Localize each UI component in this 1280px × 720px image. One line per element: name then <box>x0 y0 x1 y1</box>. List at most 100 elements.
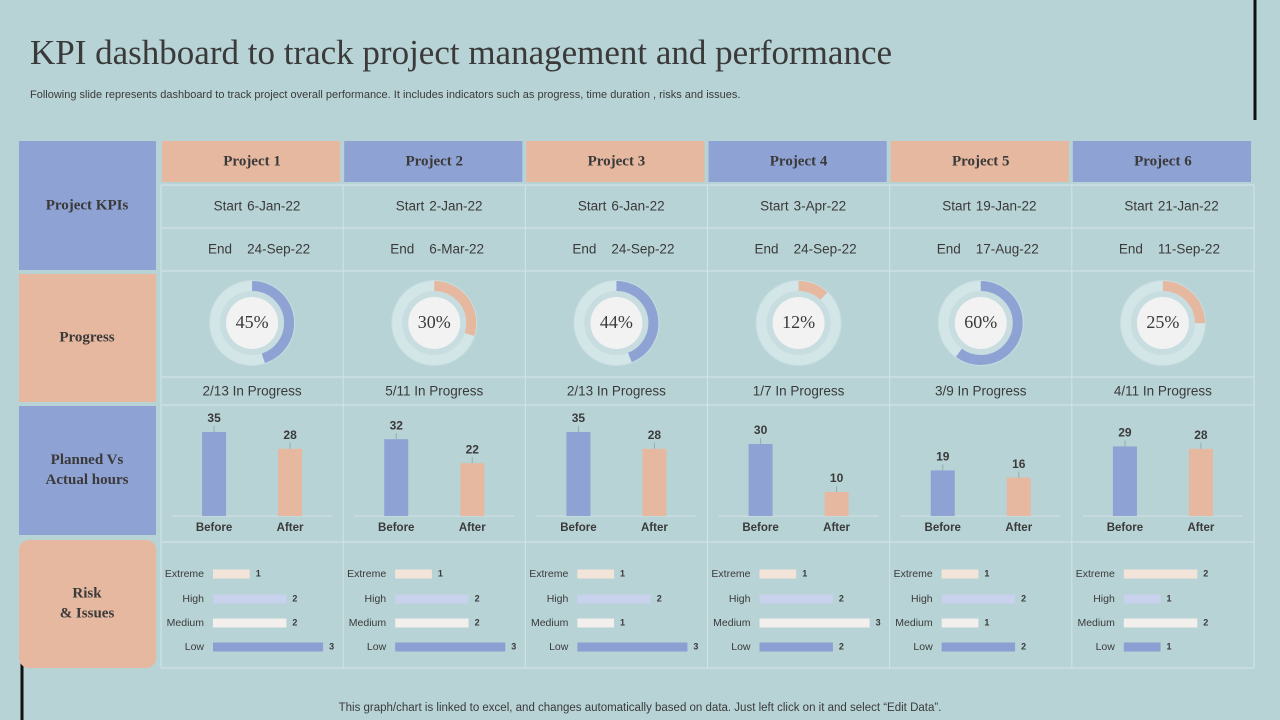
risk-value: 2 <box>292 617 297 627</box>
hours-value: 10 <box>830 471 844 485</box>
start-label: Start <box>760 199 789 214</box>
title: KPI dashboard to track project managemen… <box>30 33 892 72</box>
progress-label: 12% <box>782 312 815 332</box>
end-label: End <box>755 242 779 257</box>
hours-bar <box>566 432 591 516</box>
risk-value: 1 <box>802 568 807 578</box>
end-date: 17-Aug-22 <box>976 242 1039 257</box>
donut-arc <box>210 281 295 365</box>
hours-value: 30 <box>754 423 768 437</box>
risk-category: High <box>729 593 751 605</box>
hours-category: After <box>459 522 486 534</box>
end-label: End <box>937 242 961 257</box>
risk-bar <box>395 594 469 604</box>
risk-bar <box>213 642 324 652</box>
risk-category: High <box>911 593 933 605</box>
row-label: Actual hours <box>46 472 129 488</box>
project-header <box>162 141 341 182</box>
risk-bar <box>213 569 250 579</box>
row-label: Planned Vs <box>51 452 124 468</box>
row-label: Project KPIs <box>46 197 129 213</box>
risk-category: Extreme <box>1076 568 1115 580</box>
hours-bar <box>1112 446 1137 516</box>
risk-category: High <box>182 593 204 605</box>
risk-category: Extreme <box>894 568 933 580</box>
start-label: Start <box>396 199 425 214</box>
donut-center <box>408 297 461 349</box>
donut-center <box>226 297 279 349</box>
progress-status: 4/11 In Progress <box>1114 384 1212 399</box>
progress-label: 25% <box>1146 312 1179 332</box>
risk-category: High <box>365 593 387 605</box>
end-label: End <box>572 242 596 257</box>
hours-bar <box>460 463 485 516</box>
risk-bar <box>213 594 287 604</box>
progress-status: 2/13 In Progress <box>567 384 666 399</box>
end-date: 6-Mar-22 <box>429 242 484 257</box>
start-label: Start <box>578 199 607 214</box>
progress-status: 1/7 In Progress <box>753 384 845 399</box>
end-label: End <box>1119 242 1143 257</box>
risk-bar <box>577 569 615 579</box>
start-date: 6-Jan-22 <box>611 199 664 214</box>
progress-status: 3/9 In Progress <box>935 384 1027 399</box>
hours-category: Before <box>925 522 961 534</box>
donut-center <box>590 297 643 349</box>
risk-category: Medium <box>713 617 751 629</box>
risk-category: High <box>1093 593 1115 605</box>
risk-value: 1 <box>984 568 989 578</box>
risk-bar <box>395 569 432 579</box>
hours-category: Before <box>560 522 596 534</box>
hours-value: 19 <box>936 450 950 464</box>
row-label-box <box>19 540 156 668</box>
subtitle: Following slide represents dashboard to … <box>30 89 740 101</box>
risk-category: Medium <box>349 617 387 629</box>
hours-bar <box>642 448 667 516</box>
risk-bar <box>577 594 651 604</box>
risk-category: Extreme <box>165 568 204 580</box>
risk-bar <box>941 618 979 628</box>
risk-bar <box>395 642 506 652</box>
footer: This graph/chart is linked to excel, and… <box>339 702 942 714</box>
donut-center <box>1136 297 1189 349</box>
risk-bar <box>1123 618 1198 628</box>
end-date: 24-Sep-22 <box>794 242 857 257</box>
hours-bar <box>1006 477 1031 516</box>
risk-category: Low <box>549 641 569 653</box>
hours-value: 16 <box>1012 457 1026 471</box>
risk-value: 2 <box>1203 617 1208 627</box>
hours-bar <box>278 448 303 516</box>
risk-category: Low <box>185 641 205 653</box>
risk-value: 2 <box>475 617 480 627</box>
risk-bar <box>941 642 1016 652</box>
hours-category: After <box>1187 522 1214 534</box>
donut-arc <box>938 281 1023 365</box>
risk-category: Low <box>367 641 387 653</box>
hours-value: 28 <box>1194 428 1208 442</box>
hours-category: After <box>277 522 304 534</box>
hours-value: 29 <box>1118 426 1132 440</box>
risk-value: 2 <box>839 641 844 651</box>
hours-bar <box>384 439 409 516</box>
project-name: Project 2 <box>405 153 463 169</box>
project-name: Project 4 <box>770 153 828 169</box>
risk-value: 3 <box>693 641 698 651</box>
risk-value: 2 <box>1021 641 1026 651</box>
project-header <box>708 141 887 182</box>
risk-bar <box>941 594 1016 604</box>
risk-value: 2 <box>839 593 844 603</box>
risk-value: 1 <box>984 617 989 627</box>
risk-category: Extreme <box>711 568 750 580</box>
row-label: & Issues <box>60 605 115 621</box>
risk-value: 3 <box>329 641 334 651</box>
project-name: Project 6 <box>1134 153 1192 169</box>
risk-bar <box>759 594 833 604</box>
row-label-box <box>19 141 156 270</box>
risk-category: Medium <box>895 617 933 629</box>
end-date: 24-Sep-22 <box>611 242 674 257</box>
risk-value: 2 <box>1203 568 1208 578</box>
progress-label: 44% <box>600 312 633 332</box>
hours-category: After <box>641 522 668 534</box>
